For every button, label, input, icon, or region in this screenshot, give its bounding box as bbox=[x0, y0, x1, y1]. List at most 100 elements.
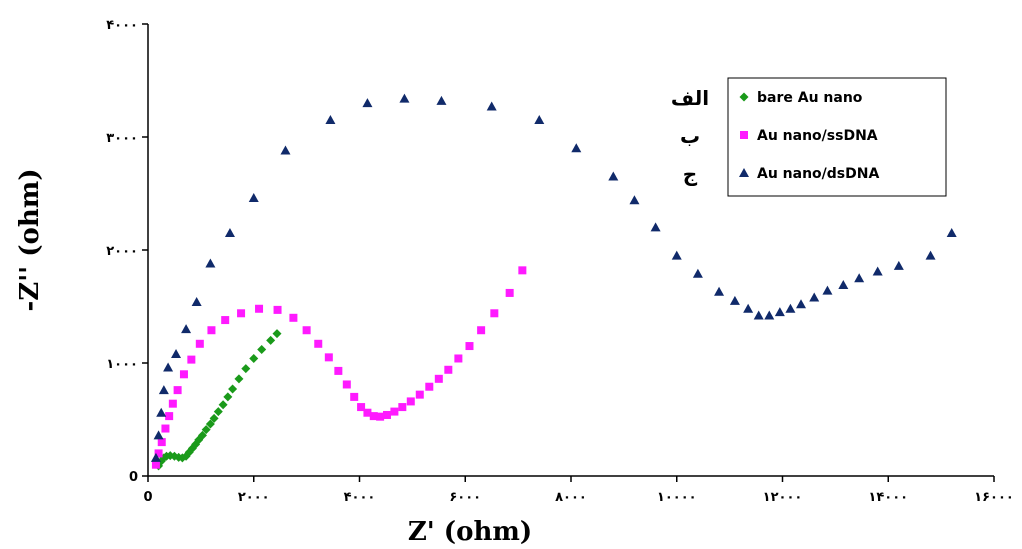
data-point bbox=[671, 250, 682, 260]
data-point bbox=[324, 353, 333, 362]
data-point bbox=[163, 362, 174, 372]
data-point bbox=[157, 438, 166, 447]
data-point bbox=[173, 386, 182, 395]
data-point bbox=[187, 355, 196, 364]
data-point bbox=[158, 385, 169, 395]
legend-marker bbox=[740, 131, 748, 139]
series-side-label: الف bbox=[671, 86, 709, 110]
series-diamond bbox=[154, 329, 282, 471]
y-tick-label: 0 bbox=[129, 470, 138, 485]
data-point bbox=[168, 399, 177, 408]
series-triangle bbox=[150, 93, 957, 462]
data-point bbox=[925, 250, 936, 260]
data-point bbox=[398, 403, 407, 412]
data-point bbox=[289, 313, 298, 322]
data-point bbox=[486, 101, 497, 111]
data-point bbox=[249, 353, 259, 363]
data-point bbox=[454, 354, 463, 363]
x-tick-label: ۱۶۰۰۰ bbox=[974, 490, 1014, 505]
data-point bbox=[785, 303, 796, 313]
y-axis-title: -Z'' (ohm) bbox=[15, 168, 45, 311]
data-point bbox=[207, 326, 216, 335]
data-point bbox=[171, 348, 182, 358]
legend-entry-label: Au nano/dsDNA bbox=[757, 166, 879, 182]
data-point bbox=[179, 370, 188, 379]
x-tick-label: 0 bbox=[143, 490, 152, 505]
data-point bbox=[334, 366, 343, 375]
series-side-label: ب bbox=[680, 124, 700, 148]
data-point bbox=[257, 344, 267, 354]
data-point bbox=[490, 309, 499, 318]
data-point bbox=[150, 452, 161, 462]
data-point bbox=[796, 299, 807, 309]
data-point bbox=[362, 98, 373, 108]
side-labels: الف بج bbox=[671, 86, 709, 186]
data-point bbox=[822, 285, 833, 295]
data-point bbox=[197, 430, 207, 440]
y-tick-label: ۲۰۰۰ bbox=[106, 244, 138, 259]
x-tick-label: ۱۰۰۰۰ bbox=[657, 490, 697, 505]
x-tick-label: ۲۰۰۰ bbox=[238, 490, 270, 505]
data-point bbox=[224, 228, 235, 238]
data-point bbox=[376, 412, 385, 421]
data-point bbox=[518, 266, 527, 275]
data-point bbox=[248, 193, 259, 203]
data-point bbox=[444, 365, 453, 374]
data-point bbox=[255, 304, 264, 313]
data-point bbox=[390, 407, 399, 416]
data-point bbox=[650, 222, 661, 232]
data-point bbox=[363, 408, 372, 417]
data-point bbox=[465, 342, 474, 351]
data-point bbox=[872, 266, 883, 276]
data-point bbox=[629, 195, 640, 205]
data-point bbox=[314, 339, 323, 348]
x-tick-label: ۱۲۰۰۰ bbox=[763, 490, 803, 505]
data-point bbox=[434, 374, 443, 383]
data-point bbox=[838, 280, 849, 290]
data-point bbox=[809, 292, 820, 302]
y-ticks: 0 ۱۰۰۰ ۲۰۰۰ ۳۰۰۰ ۴۰۰۰ bbox=[106, 18, 148, 485]
y-tick-label: ۱۰۰۰ bbox=[106, 357, 138, 372]
data-point bbox=[272, 329, 282, 339]
data-point bbox=[692, 268, 703, 278]
data-point bbox=[156, 407, 167, 417]
data-point bbox=[280, 145, 291, 155]
series-side-label: ج bbox=[683, 162, 698, 186]
data-point bbox=[201, 425, 211, 435]
data-point bbox=[153, 430, 164, 440]
data-point bbox=[221, 316, 230, 325]
data-point bbox=[342, 380, 351, 389]
legend-entry-label: Au nano/ssDNA bbox=[757, 128, 878, 144]
data-point bbox=[209, 413, 219, 423]
data-point bbox=[205, 258, 216, 268]
data-point bbox=[399, 93, 410, 103]
legend-marker bbox=[739, 168, 749, 177]
data-point bbox=[753, 310, 764, 320]
data-point bbox=[729, 295, 740, 305]
data-point bbox=[151, 460, 160, 469]
legend-entry-label: bare Au nano bbox=[757, 90, 863, 106]
x-tick-label: ۶۰۰۰ bbox=[449, 490, 481, 505]
data-point bbox=[608, 171, 619, 181]
data-point bbox=[425, 382, 434, 391]
data-point bbox=[181, 324, 192, 334]
legend-marker bbox=[739, 92, 749, 102]
series-layer bbox=[150, 93, 957, 471]
x-tick-label: ۴۰۰۰ bbox=[344, 490, 376, 505]
data-point bbox=[854, 273, 865, 283]
data-point bbox=[213, 407, 223, 417]
data-point bbox=[505, 288, 514, 297]
x-tick-label: ۱۴۰۰۰ bbox=[868, 490, 908, 505]
data-point bbox=[382, 410, 391, 419]
data-point bbox=[477, 326, 486, 335]
data-point bbox=[237, 309, 246, 318]
data-point bbox=[234, 374, 244, 384]
data-point bbox=[369, 412, 378, 421]
data-point bbox=[406, 397, 415, 406]
data-point bbox=[228, 384, 238, 394]
data-point bbox=[534, 115, 545, 125]
x-tick-label: ۸۰۰۰ bbox=[555, 490, 587, 505]
data-point bbox=[165, 412, 174, 421]
data-point bbox=[218, 400, 228, 410]
